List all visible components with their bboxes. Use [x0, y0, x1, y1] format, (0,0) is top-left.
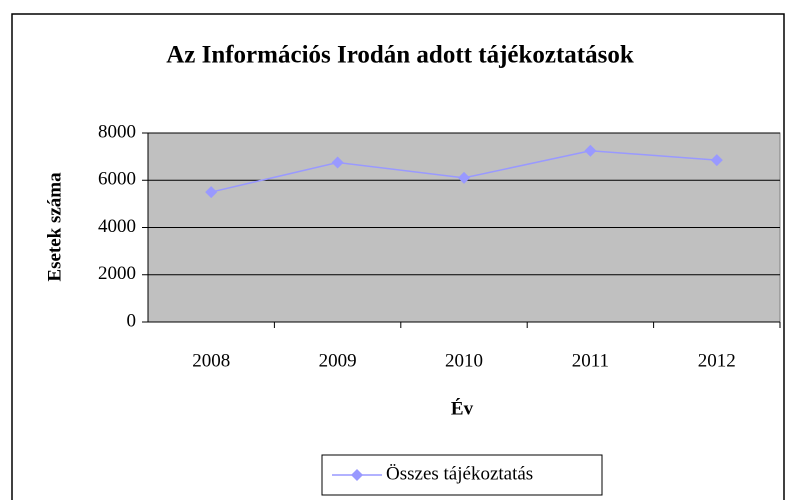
x-tick-label: 2010: [445, 350, 483, 371]
data-point: [458, 171, 470, 184]
data-point: [584, 144, 597, 157]
x-axis-label: Év: [451, 397, 474, 419]
y-axis-label: Esetek száma: [44, 172, 65, 282]
y-tick-label: 4000: [98, 216, 136, 237]
data-point: [205, 186, 218, 199]
legend-marker: [351, 469, 363, 481]
x-tick-label: 2008: [192, 350, 230, 371]
legend-label: Összes tájékoztatás: [386, 463, 533, 484]
x-tick-label: 2009: [319, 350, 357, 371]
x-tick-label: 2011: [572, 350, 609, 371]
y-tick-label: 8000: [98, 121, 136, 142]
legend-box: [321, 454, 603, 496]
data-point: [331, 156, 344, 169]
y-tick-label: 2000: [98, 263, 136, 284]
chart-title: Az Információs Irodán adott tájékoztatás…: [166, 42, 634, 69]
x-tick-label: 2012: [698, 350, 736, 371]
data-point: [710, 154, 723, 167]
y-tick-label: 6000: [98, 169, 136, 190]
y-tick-label: 0: [127, 310, 137, 331]
